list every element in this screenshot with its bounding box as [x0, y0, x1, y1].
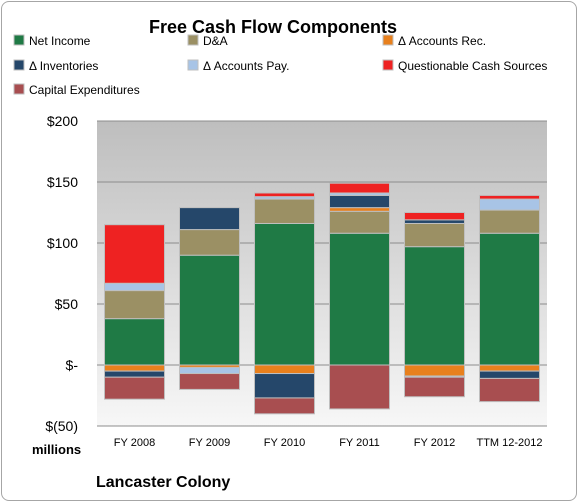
legend-label: Capital Expenditures: [29, 83, 140, 97]
bar-segment-delta-accounts-rec: [329, 207, 390, 212]
legend-swatch: [187, 34, 199, 46]
bar-segment-capital-expenditures: [329, 364, 390, 410]
legend-item: D&A: [187, 34, 228, 48]
bar-segment-delta-inventories: [104, 370, 165, 378]
bar-segment-delta-inventories: [179, 207, 240, 231]
bar-segment-net-income: [404, 246, 465, 366]
bar-segment-delta-inventories: [329, 194, 390, 209]
bars: [104, 182, 540, 415]
legend-swatch: [13, 83, 25, 95]
y-tick-label: $50: [55, 296, 79, 312]
bar-segment-questionable-cash-sources: [104, 224, 165, 284]
legend-label: D&A: [203, 34, 228, 48]
y-tick-label: $100: [47, 235, 78, 251]
legend-swatch: [13, 59, 25, 71]
y-tick-label: $(50): [45, 418, 78, 434]
bar-segment-delta-inventories: [404, 219, 465, 224]
bar-segment-net-income: [254, 222, 315, 366]
y-tick-label: $-: [66, 357, 79, 373]
x-tick-label: FY 2012: [414, 437, 455, 449]
bar-segment-capital-expenditures: [179, 373, 240, 390]
legend-label: Net Income: [29, 34, 91, 48]
bar-segment-d-a: [179, 229, 240, 256]
gridlines: [97, 120, 547, 427]
y-axis-ticks: $200 $150 $100 $50 $- $(50): [45, 113, 78, 434]
bar-segment-d-a: [479, 209, 540, 234]
bar-segment-d-a: [404, 222, 465, 248]
y-tick-label: $150: [47, 174, 78, 190]
bar-segment-d-a: [254, 198, 315, 224]
legend-item: Δ Accounts Pay.: [187, 59, 290, 73]
x-tick-label: FY 2008: [114, 437, 155, 449]
bar-segment-delta-inventories: [479, 370, 540, 379]
legend-swatch: [382, 59, 394, 71]
legend-item: Δ Accounts Rec.: [382, 34, 486, 48]
legend: Net Income D&A Δ Accounts Rec. Δ Inventorie…: [13, 34, 547, 97]
legend-swatch: [382, 34, 394, 46]
x-tick-label: FY 2009: [189, 437, 230, 449]
bar-segment-questionable-cash-sources: [404, 212, 465, 221]
x-tick-label: TTM 12-2012: [476, 437, 542, 449]
bar-segment-net-income: [329, 232, 390, 366]
chart-title: Free Cash Flow Components: [149, 17, 397, 37]
x-axis-ticks: FY 2008 FY 2009 FY 2010 FY 2011 FY 2012 TTM 1…: [114, 437, 543, 449]
legend-item: Δ Inventories: [13, 59, 98, 73]
bar-segment-net-income: [179, 254, 240, 366]
legend-label: Δ Accounts Rec.: [398, 34, 486, 48]
bar-segment-questionable-cash-sources: [329, 182, 390, 194]
legend-swatch: [13, 34, 25, 46]
bar-segment-delta-accounts-rec: [104, 364, 165, 372]
bar-segment-questionable-cash-sources: [254, 192, 315, 198]
legend-label: Questionable Cash Sources: [398, 59, 547, 73]
legend-item: Capital Expenditures: [13, 83, 140, 97]
x-tick-label: FY 2010: [264, 437, 305, 449]
company-name: Lancaster Colony: [96, 474, 230, 491]
bar-segment-delta-accounts-rec: [254, 364, 315, 375]
legend-item: Net Income: [13, 34, 91, 48]
plot-area: [97, 121, 547, 426]
bar-segment-d-a: [104, 290, 165, 320]
bar-segment-net-income: [479, 232, 540, 366]
units-label: millions: [32, 442, 81, 457]
legend-label: Δ Inventories: [29, 59, 98, 73]
bar-segment-capital-expenditures: [479, 377, 540, 403]
legend-item: Questionable Cash Sources: [382, 59, 547, 73]
bar-segment-net-income: [104, 318, 165, 366]
legend-label: Δ Accounts Pay.: [203, 59, 290, 73]
y-tick-label: $200: [47, 113, 78, 129]
bar-segment-delta-accounts-rec: [479, 364, 540, 372]
bar-segment-delta-accounts-pay: [479, 198, 540, 211]
bar-segment-d-a: [329, 210, 390, 234]
legend-swatch: [187, 59, 199, 71]
bar-segment-capital-expenditures: [404, 376, 465, 398]
bar-segment-delta-accounts-pay: [179, 366, 240, 375]
bar-segment-capital-expenditures: [104, 376, 165, 400]
bar-segment-delta-inventories: [254, 373, 315, 399]
bar-segment-capital-expenditures: [254, 397, 315, 415]
x-tick-label: FY 2011: [339, 437, 380, 449]
bar-segment-delta-accounts-rec: [404, 364, 465, 377]
bar-segment-delta-accounts-pay: [104, 282, 165, 292]
bar-segment-questionable-cash-sources: [479, 194, 540, 200]
